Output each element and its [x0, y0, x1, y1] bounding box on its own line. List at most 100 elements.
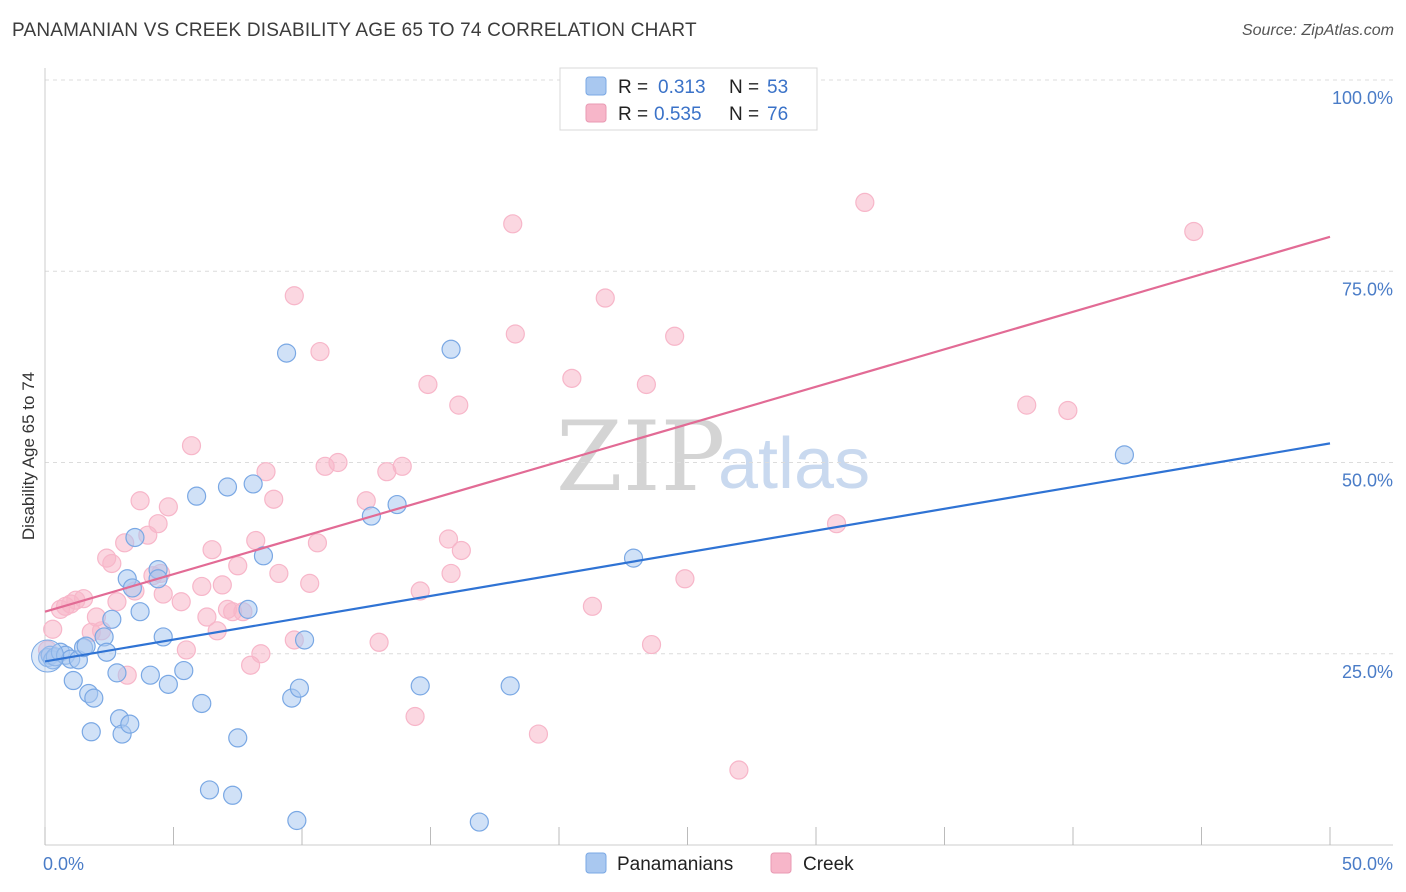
panamanian-point [500, 676, 520, 696]
panamanian-point [294, 630, 315, 650]
creek-point [595, 288, 615, 308]
creek-point [300, 573, 320, 593]
creek-point [528, 724, 549, 744]
panamanian-point [140, 665, 160, 685]
x-tick-label-0: 0.0% [43, 854, 84, 874]
panamanian-point [441, 339, 461, 359]
panamanian-point [125, 527, 145, 548]
creek-point [855, 192, 875, 212]
creek-point [197, 607, 217, 627]
panamanian-point [243, 474, 263, 494]
creek-point [176, 640, 196, 660]
panamanian-point [387, 494, 407, 515]
y-tick-label-25: 25.0% [1342, 662, 1393, 682]
creek-point [636, 374, 656, 395]
creek-point [1058, 400, 1078, 421]
series-legend-swatch-panamanians [585, 852, 607, 874]
panamanian-point [130, 602, 150, 622]
creek-point [43, 619, 63, 639]
panamanian-point [107, 663, 127, 683]
x-tick-labels: 0.0% 50.0% [43, 854, 1393, 874]
x-tick-label-50: 50.0% [1342, 854, 1393, 874]
y-tick-label-50: 50.0% [1342, 471, 1393, 491]
creek-point [449, 395, 469, 415]
creek-point [675, 569, 695, 589]
series-legend-label-panamanians: Panamanians [617, 854, 733, 875]
creek-point [251, 644, 271, 664]
panamanian-point [1114, 445, 1135, 465]
creek-point [158, 497, 178, 517]
creek-point [729, 760, 749, 780]
panamanian-point [102, 609, 122, 629]
creek-point [438, 529, 459, 549]
creek-points [37, 68, 1204, 780]
creek-point [102, 553, 122, 574]
legend-swatch-panamanians [585, 76, 607, 96]
trend-lines [44, 235, 1331, 663]
panamanian-point [199, 780, 220, 800]
creek-point [392, 456, 412, 476]
y-tick-labels: 25.0% 50.0% 75.0% 100.0% [1332, 88, 1393, 682]
axes [44, 68, 1393, 846]
creek-point [369, 632, 389, 652]
creek-point [171, 592, 191, 612]
panamanian-point [81, 722, 101, 742]
creek-point [562, 368, 582, 388]
creek-point [505, 324, 525, 344]
legend-n-label-creek: N = [729, 104, 759, 125]
y-tick-label-100: 100.0% [1332, 88, 1393, 108]
creek-point [410, 581, 430, 601]
creek-point [1017, 395, 1037, 415]
creek-point [441, 563, 461, 584]
series-legend-swatch-creek [770, 852, 792, 874]
creek-point [307, 533, 328, 553]
panamanian-cluster-point [31, 639, 65, 673]
creek-point [826, 514, 847, 534]
creek-point [1184, 221, 1204, 242]
panamanian-point [623, 548, 644, 568]
legend-r-value-panamanians: 0.313 [658, 77, 706, 98]
series-legend: Panamanians Creek [585, 852, 854, 875]
panamanian-point [63, 670, 83, 691]
panamanian-point [238, 599, 258, 619]
panamanian-point [276, 343, 297, 363]
correlation-legend: R = 0.313 N = 53 R = 0.535 N = 76 [559, 67, 818, 131]
creek-point [264, 489, 284, 509]
panamanian-point [410, 676, 430, 696]
legend-n-value-creek: 76 [767, 104, 788, 125]
panamanian-point [192, 693, 212, 714]
panamanian-point [187, 486, 207, 506]
panamanian-point [84, 688, 104, 708]
panamanian-point [158, 674, 178, 694]
panamanian-point [287, 810, 307, 831]
legend-swatch-creek [585, 103, 607, 123]
creek-point [418, 374, 438, 395]
creek-point [665, 326, 685, 346]
creek-point [202, 540, 222, 560]
legend-r-value-creek: 0.535 [654, 104, 702, 125]
creek-point [148, 514, 168, 534]
legend-n-label-panamanians: N = [729, 77, 759, 98]
source-credit: Source: ZipAtlas.com [1241, 22, 1394, 39]
creek-point [310, 341, 330, 362]
legend-n-value-panamanians: 53 [767, 77, 788, 98]
legend-r-label-creek: R = [618, 104, 648, 125]
gridlines [45, 79, 1393, 655]
series-legend-label-creek: Creek [803, 854, 854, 875]
creek-point [405, 706, 425, 727]
panamanian-point [223, 785, 243, 805]
panamanian-point [174, 660, 194, 681]
creek-point [328, 452, 348, 473]
creek-point [503, 214, 523, 234]
creek-point [451, 540, 471, 561]
legend-r-label-panamanians: R = [618, 77, 648, 98]
creek-point [181, 436, 202, 456]
creek-point [107, 592, 127, 612]
panamanian-trend-line [44, 442, 1331, 663]
watermark-zip: ZIP [556, 401, 725, 513]
creek-point [130, 491, 150, 511]
creek-point [641, 634, 662, 655]
creek-point [269, 563, 289, 584]
creek-trend-line [44, 235, 1331, 613]
